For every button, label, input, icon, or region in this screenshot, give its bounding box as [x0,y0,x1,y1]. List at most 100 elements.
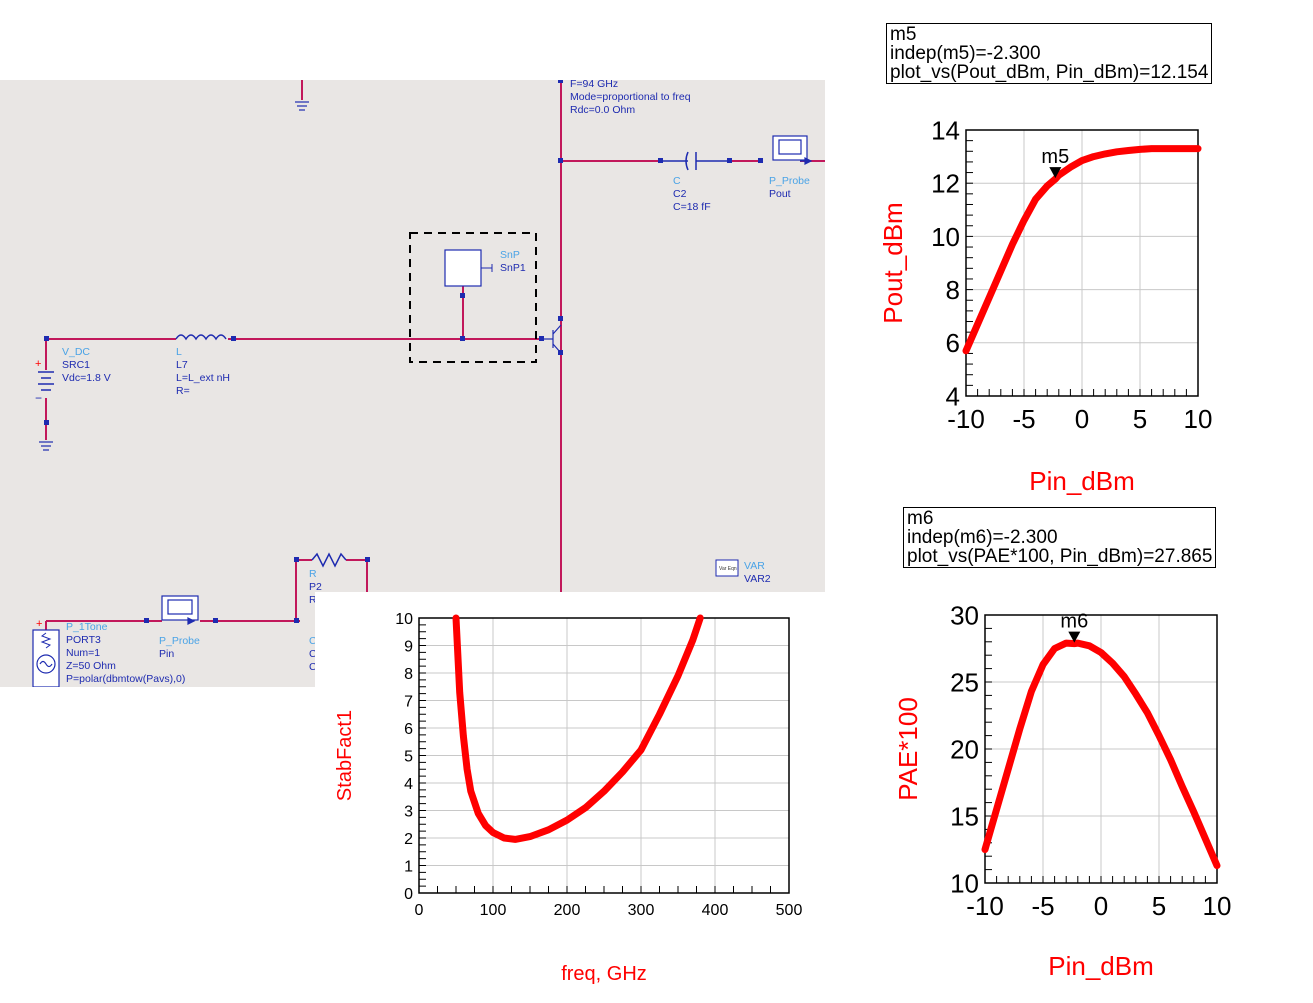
snp-name[interactable]: SnP1 [500,262,526,274]
inductor-r: R= [176,385,190,397]
marker-m5-indep: indep(m5)=-2.300 [890,43,1041,64]
pout-xaxis-label: Pin_dBm [1029,466,1135,496]
marker-m6-indep: indep(m6)=-2.300 [907,527,1058,548]
pout-xtick-label: 5 [1133,404,1147,434]
rdc-label: Rdc=0.0 Ohm [570,104,636,116]
marker-m5-readout[interactable]: m5 indep(m5)=-2.300 plot_vs(Pout_dBm, Pi… [886,23,1213,84]
snp-type: SnP [500,249,520,261]
probe-out-type: P_Probe [769,175,810,187]
stab-ytick-label: 7 [404,693,413,710]
stab-grid [418,617,790,894]
port-z: Z=50 Ohm [66,660,116,672]
pae-xaxis-label: Pin_dBm [1048,951,1154,981]
stab-yaxis-label: StabFact1 [334,710,356,801]
stab-ytick-label: 1 [404,858,413,875]
pae-yaxis-label: PAE*100 [893,697,923,801]
probe-out-symbol [772,135,813,165]
pout-plot-panel[interactable]: -10 -5 0 5 10 4 6 8 10 12 14 Pin_dBm Pout_dBm m5 [860,110,1310,500]
pout-minor-ticks [965,129,1199,397]
pout-xtick-label: -10 [947,404,985,434]
probe-in-name[interactable]: Pin [159,648,175,660]
marker-m5-value: plot_vs(Pout_dBm, Pin_dBm)=12.154 [890,62,1209,83]
pout-xtick-label: -5 [1012,404,1035,434]
schematic-canvas[interactable]: + − + F=94 GHz Mode=proportional to freq… [0,80,825,687]
vdc-value: Vdc=1.8 V [62,372,111,384]
pae-plot[interactable]: -10 -5 0 5 10 10 15 20 25 30 Pin_dBm PAE*100 m6 [875,595,1313,995]
stab-ytick-label: 9 [404,638,413,655]
var-eqn-icon: Var Eqn [719,566,737,572]
pout-ytick-label: 8 [946,275,960,305]
pae-plot-panel[interactable]: -10 -5 0 5 10 10 15 20 25 30 Pin_dBm PAE*100 m6 [875,595,1313,995]
probe-in-type: P_Probe [159,635,200,647]
other-label-3: C [309,661,317,673]
pae-ytick-label: 25 [950,667,979,697]
stabfact-plot[interactable]: 0 100 200 300 400 500 0 1 2 3 4 5 6 7 8 9 10 freq, GHz Sta… [315,592,825,1000]
mode-label: Mode=proportional to freq [570,91,691,103]
stab-plot-panel[interactable]: 0 100 200 300 400 500 0 1 2 3 4 5 6 7 8 9 10 freq, GHz Sta… [315,592,825,1000]
marker-m5-name: m5 [890,24,917,45]
pout-ytick-label: 14 [931,115,960,145]
resistor-type: R [309,568,317,580]
resistor-value: R [309,594,317,606]
stab-xtick-label: 300 [628,902,655,919]
pout-marker-triangle [1049,167,1062,179]
stab-xtick-label: 0 [415,902,424,919]
var-type: VAR [744,560,765,572]
stab-series-line-0 [452,614,704,843]
marker-m6-value: plot_vs(PAE*100, Pin_dBm)=27.865 [907,546,1213,567]
stab-ytick-label: 6 [404,721,413,738]
cap-value: C=18 fF [673,201,711,213]
stab-ytick-label: 8 [404,666,413,683]
pout-ytick-label: 12 [931,169,960,199]
pout-yaxis-label: Pout_dBm [878,202,908,323]
pout-series-line-0 [962,145,1202,355]
pout-plot[interactable]: -10 -5 0 5 10 4 6 8 10 12 14 Pin_dBm Pout_dBm m5 [860,110,1310,500]
pae-xtick-label: 0 [1094,891,1108,921]
marker-m6-readout[interactable]: m6 indep(m6)=-2.300 plot_vs(PAE*100, Pin… [903,507,1217,568]
inductor-value: L=L_ext nH [176,372,230,384]
other-label-1: C [309,635,317,647]
inductor-name[interactable]: L7 [176,359,188,371]
pae-series-line-0 [981,639,1221,870]
schematic-wires: + − + [32,80,825,687]
inductor-type: L [176,346,182,358]
stab-ytick-label: 3 [404,803,413,820]
var-name[interactable]: VAR2 [744,573,771,585]
stab-minor-ticks [418,617,790,894]
stab-xaxis-label: freq, GHz [561,963,647,985]
other-label-2: C [309,648,317,660]
pae-marker-label: m6 [1060,611,1088,633]
pout-marker-label: m5 [1041,146,1069,168]
pae-xtick-label: 5 [1152,891,1166,921]
pae-ytick-label: 15 [950,801,979,831]
pae-marker-triangle [1068,631,1081,643]
pout-xtick-label: 0 [1075,404,1089,434]
pout-ytick-label: 6 [946,328,960,358]
port-name[interactable]: PORT3 [66,634,101,646]
resistor-name[interactable]: P2 [309,581,322,593]
pae-xtick-label: 10 [1203,891,1232,921]
pae-ytick-label: 30 [950,600,979,630]
stab-xtick-label: 500 [776,902,803,919]
vdc-name[interactable]: SRC1 [62,359,91,371]
port-p: P=polar(dbmtow(Pavs),0) [66,673,186,685]
port-type: P_1Tone [66,621,108,633]
pout-xtick-label: 10 [1184,404,1213,434]
pout-ytick-label: 4 [946,381,960,411]
pae-ytick-label: 10 [950,868,979,898]
stab-xtick-label: 200 [554,902,581,919]
svg-text:+: + [35,358,41,370]
stab-ytick-label: 5 [404,748,413,765]
stab-xtick-label: 400 [702,902,729,919]
cap-name[interactable]: C2 [673,188,687,200]
pae-ytick-label: 20 [950,734,979,764]
probe-out-name[interactable]: Pout [769,188,791,200]
freq-label: F=94 GHz [570,80,619,90]
pae-xtick-label: -5 [1031,891,1054,921]
pae-minor-ticks [984,614,1218,884]
stab-ytick-label: 0 [404,886,413,903]
probe-in-symbol [161,595,199,625]
svg-text:−: − [35,391,42,405]
port-num: Num=1 [66,647,101,659]
marker-m6-name: m6 [907,508,934,529]
